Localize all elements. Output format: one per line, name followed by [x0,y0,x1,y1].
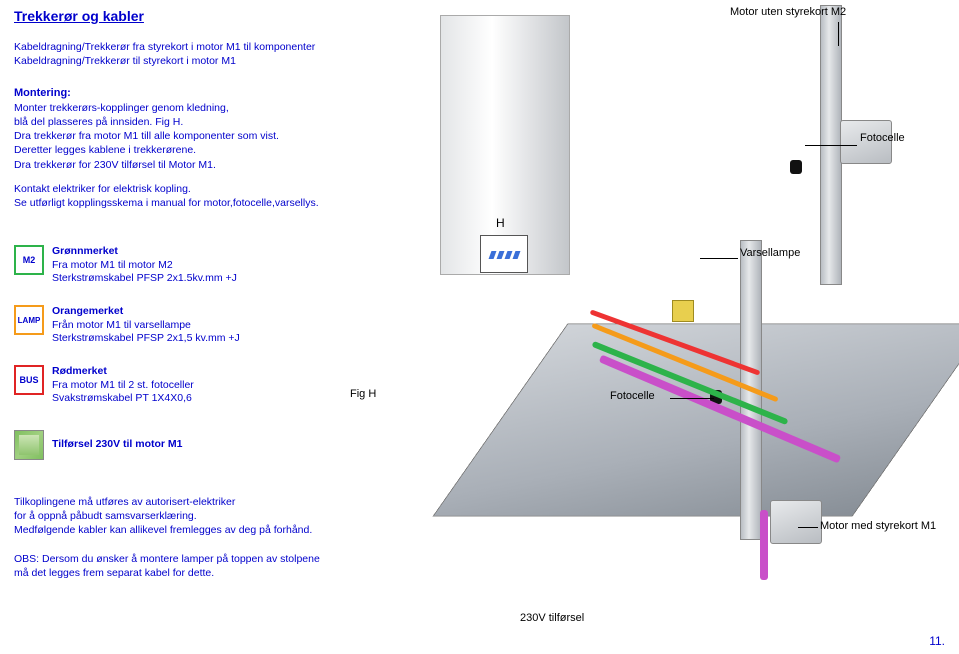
schematic-diagram: H [440,40,940,600]
legend-text-m2: Grønnmerket Fra motor M1 til motor M2 St… [52,245,237,286]
leader-varsellampe [700,258,738,259]
legend-body-lamp: Från motor M1 til varsellampe Sterkstrøm… [52,319,240,345]
leader-fotocelle-lower [670,398,714,399]
legend-title-supply: Tilførsel 230V til motor M1 [52,438,183,450]
legend-title-m2: Grønnmerket [52,245,118,257]
label-motor-m1: Motor med styrekort M1 [820,520,936,532]
montering-text: Monter trekkerørs-kopplinger genom kledn… [14,101,279,172]
legend-title-bus: Rødmerket [52,365,107,377]
label-fotocelle-upper: Fotocelle [860,132,905,144]
leader-motor-m1 [798,527,818,528]
motor-m1-box [770,500,822,544]
legend-title-lamp: Orangemerket [52,305,123,317]
leader-motor-m2 [838,22,839,46]
label-fotocelle-lower: Fotocelle [610,390,655,402]
h-marker-box [480,235,528,273]
intro-text: Kabeldragning/Trekkerør fra styrekort i … [14,40,315,68]
page-heading: Trekkerør og kabler [14,8,144,24]
label-figh: Fig H [350,388,376,400]
label-varsellampe: Varsellampe [740,247,800,259]
legend-lamp: LAMP Orangemerket Från motor M1 til vars… [14,305,240,346]
legend-box-bus: BUS [14,365,44,395]
leader-fotocelle-upper [805,145,857,146]
legend-body-bus: Fra motor M1 til 2 st. fotoceller Svakst… [52,379,194,405]
photocell-upper [790,160,802,174]
legend-box-m2: M2 [14,245,44,275]
bottom-text: Tilkoplingene må utføres av autorisert-e… [14,495,320,580]
supply-icon [14,430,44,460]
legend-supply: Tilførsel 230V til motor M1 [14,430,183,460]
legend-text-lamp: Orangemerket Från motor M1 til varsellam… [52,305,240,346]
label-figh-text: Fig H [350,388,376,400]
label-motor-m2-text: Motor uten styrekort M2 [730,6,846,18]
warning-lamp [672,300,694,322]
legend-box-lamp: LAMP [14,305,44,335]
page-number: 11. [929,634,945,648]
legend-body-m2: Fra motor M1 til motor M2 Sterkstrømskab… [52,259,237,285]
legend-bus: BUS Rødmerket Fra motor M1 til 2 st. fot… [14,365,194,406]
cable-magenta-vert [760,510,768,580]
kontakt-text: Kontakt elektriker for elektrisk kopling… [14,182,319,210]
label-230v: 230V tilførsel [520,612,584,624]
legend-text-bus: Rødmerket Fra motor M1 til 2 st. fotocel… [52,365,194,406]
h-label: H [496,216,505,230]
label-motor-m2: Motor uten styrekort M2 [730,6,846,18]
legend-m2: M2 Grønnmerket Fra motor M1 til motor M2… [14,245,237,286]
montering-label: Montering: [14,86,279,101]
